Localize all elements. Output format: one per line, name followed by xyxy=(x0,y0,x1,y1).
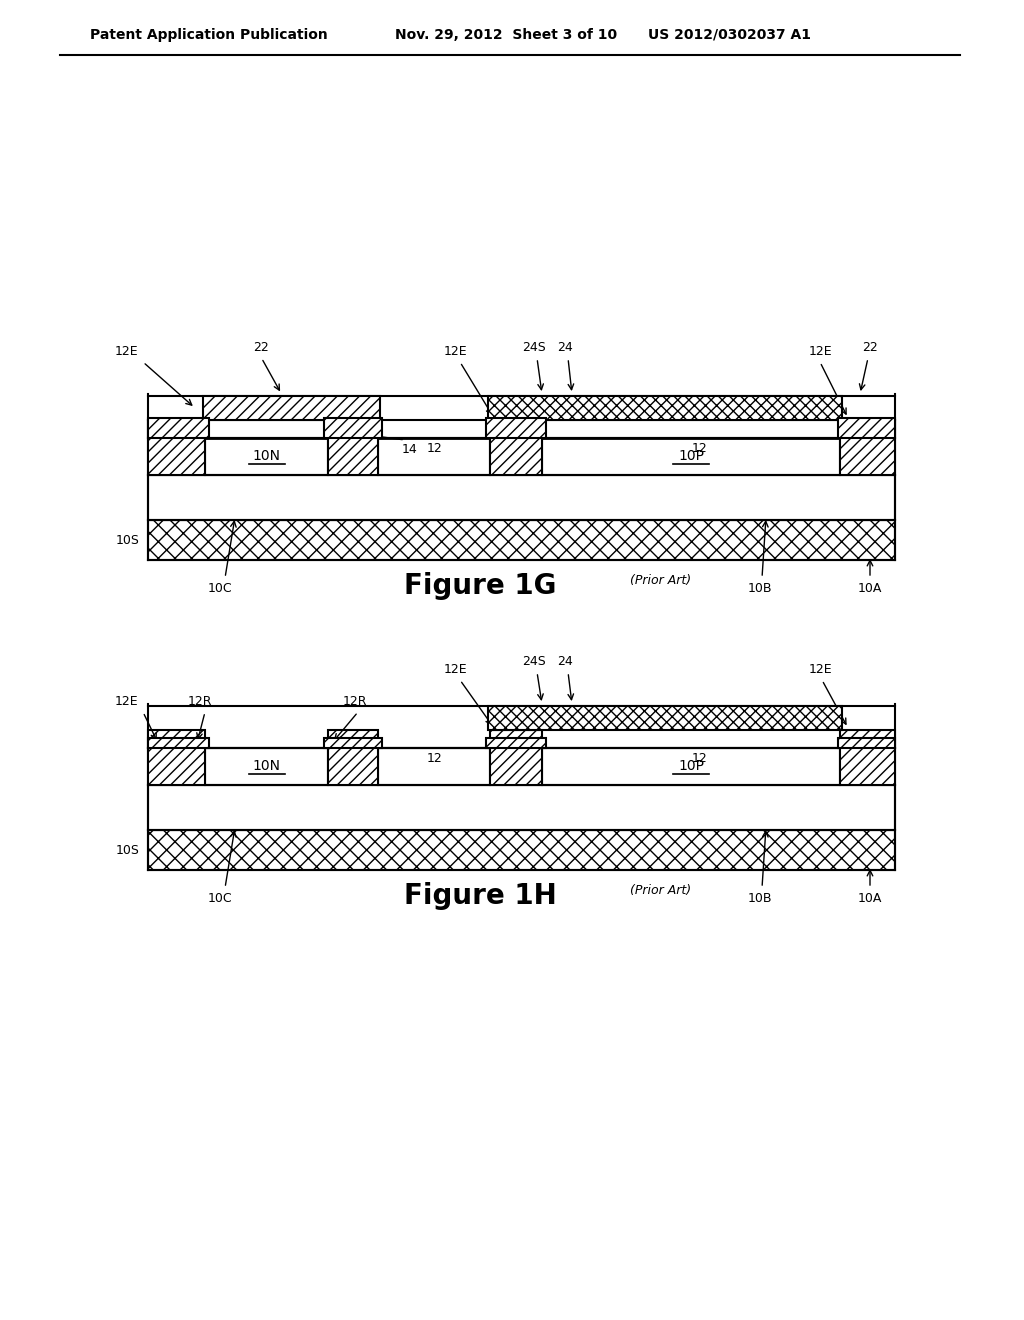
Text: 10S: 10S xyxy=(116,533,140,546)
Text: 10P: 10P xyxy=(678,450,705,463)
Bar xyxy=(838,738,895,748)
Text: Patent Application Publication: Patent Application Publication xyxy=(90,28,328,42)
Bar xyxy=(838,418,895,438)
Text: 10A: 10A xyxy=(858,582,883,595)
Text: 12: 12 xyxy=(427,442,442,455)
Bar xyxy=(488,396,842,420)
Bar xyxy=(148,785,895,830)
Text: 12E: 12E xyxy=(115,345,138,358)
Text: US 2012/0302037 A1: US 2012/0302037 A1 xyxy=(648,28,811,42)
Bar xyxy=(840,730,895,785)
Bar xyxy=(148,475,895,520)
Bar xyxy=(148,418,209,438)
Bar xyxy=(840,420,895,475)
Text: 12E: 12E xyxy=(808,663,831,676)
Bar xyxy=(324,738,382,748)
Text: 12E: 12E xyxy=(443,663,467,676)
Text: Figure 1H: Figure 1H xyxy=(403,882,556,909)
Bar xyxy=(378,438,490,475)
Bar xyxy=(203,396,380,420)
Text: 12E: 12E xyxy=(443,345,467,358)
Text: 10B: 10B xyxy=(748,892,772,906)
Text: Nov. 29, 2012  Sheet 3 of 10: Nov. 29, 2012 Sheet 3 of 10 xyxy=(395,28,617,42)
Text: 10B: 10B xyxy=(748,582,772,595)
Text: 10A: 10A xyxy=(858,892,883,906)
Text: 12R: 12R xyxy=(187,696,212,708)
Bar xyxy=(205,748,328,785)
Text: 24: 24 xyxy=(557,655,572,668)
Bar xyxy=(490,730,542,785)
Bar xyxy=(324,418,382,438)
Bar xyxy=(542,438,840,475)
Bar xyxy=(148,830,895,870)
Text: 12E: 12E xyxy=(808,345,831,358)
Text: 14: 14 xyxy=(402,444,418,455)
Text: 10P: 10P xyxy=(678,759,705,774)
Text: 24S: 24S xyxy=(522,341,546,354)
Bar xyxy=(148,730,205,785)
Text: 12: 12 xyxy=(427,752,442,766)
Bar xyxy=(205,438,328,475)
Text: 24S: 24S xyxy=(522,655,546,668)
Bar xyxy=(148,738,209,748)
Bar xyxy=(148,420,205,475)
Bar xyxy=(148,520,895,560)
Text: 24: 24 xyxy=(557,341,572,354)
Bar xyxy=(542,748,840,785)
Text: 12: 12 xyxy=(692,752,708,766)
Bar xyxy=(328,730,378,785)
Bar xyxy=(486,418,546,438)
Text: 10C: 10C xyxy=(208,892,232,906)
Text: 12E: 12E xyxy=(115,696,138,708)
Bar xyxy=(328,420,378,475)
Bar xyxy=(486,738,546,748)
Text: 22: 22 xyxy=(862,341,878,354)
Text: 12: 12 xyxy=(692,442,708,455)
Text: Figure 1G: Figure 1G xyxy=(403,572,556,601)
Text: 10N: 10N xyxy=(253,759,281,774)
Text: 12R: 12R xyxy=(343,696,368,708)
Text: (Prior Art): (Prior Art) xyxy=(630,574,691,587)
Text: 10C: 10C xyxy=(208,582,232,595)
Text: (Prior Art): (Prior Art) xyxy=(630,884,691,898)
Text: 22: 22 xyxy=(254,341,269,354)
Text: 10N: 10N xyxy=(253,450,281,463)
Bar xyxy=(378,748,490,785)
Text: 10S: 10S xyxy=(116,843,140,857)
Bar xyxy=(488,706,842,730)
Bar xyxy=(490,420,542,475)
